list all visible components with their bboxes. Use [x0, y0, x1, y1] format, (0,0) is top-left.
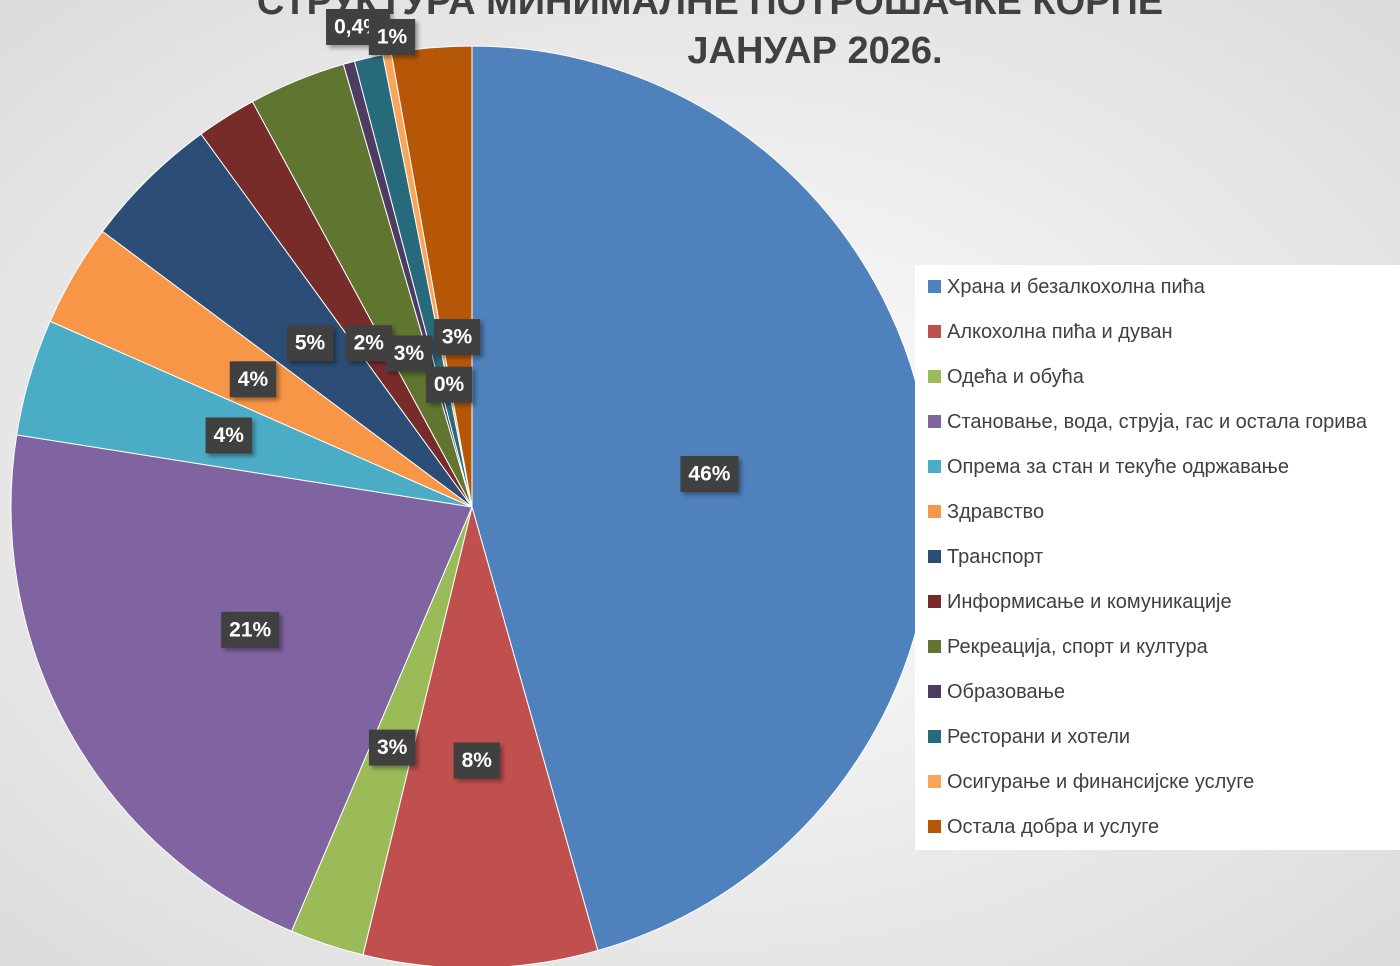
legend-label: Рекреација, спорт и култура	[947, 636, 1209, 658]
pie	[10, 45, 934, 966]
legend-swatch	[928, 685, 941, 698]
data-label: 3%	[377, 736, 408, 759]
data-label-group: 21%	[221, 611, 280, 648]
data-label-group: 3%	[368, 729, 416, 766]
legend-swatch	[928, 280, 941, 293]
data-label: 0%	[434, 373, 465, 396]
data-label-group: 46%	[680, 455, 739, 492]
data-label: 21%	[229, 618, 271, 641]
chart-title: ЈАНУАР 2026.	[687, 30, 942, 72]
data-label-box	[385, 335, 433, 372]
data-label: 8%	[462, 749, 493, 772]
legend-swatch	[928, 775, 941, 788]
data-label-box	[221, 611, 280, 648]
legend-swatch	[928, 415, 941, 428]
data-label-box	[286, 324, 334, 361]
legend-label: Осигурање и финансијске услуге	[947, 771, 1254, 793]
data-label-box	[229, 361, 277, 398]
legend-label: Образовање	[947, 681, 1065, 703]
data-label-group: 2%	[345, 325, 392, 362]
legend-swatch	[928, 505, 941, 518]
data-label-box	[345, 325, 392, 362]
legend-swatch	[928, 460, 941, 473]
data-label-box	[425, 366, 473, 403]
data-label: 5%	[295, 331, 326, 354]
legend-label: Храна и безалкохолна пића	[947, 276, 1206, 298]
legend-label: Становање, вода, струја, гас и остала го…	[947, 411, 1368, 433]
data-label-box	[680, 455, 739, 492]
data-label-group: 5%	[286, 324, 334, 361]
chart-title: СТРУКТУРА МИНИМАЛНЕ ПОТРОШАЧКЕ КОРПЕ	[257, 0, 1163, 23]
data-label: 2%	[354, 332, 385, 355]
data-label: 4%	[238, 368, 269, 391]
data-label-group: 4%	[229, 361, 277, 398]
legend-swatch	[928, 325, 941, 338]
legend-swatch	[928, 370, 941, 383]
data-label-box	[368, 729, 416, 766]
data-label-group: 3%	[385, 335, 433, 372]
data-label-group: 4%	[205, 417, 252, 454]
data-label-box	[368, 19, 416, 55]
legend-swatch	[928, 595, 941, 608]
legend-label: Информисање и комуникације	[947, 591, 1232, 613]
legend-label: Остала добра и услуге	[947, 816, 1159, 838]
legend-swatch	[928, 820, 941, 833]
legend-label: Ресторани и хотели	[947, 726, 1130, 748]
data-label-box	[433, 319, 481, 356]
data-label: 3%	[394, 342, 425, 365]
legend-label: Здравство	[947, 501, 1044, 523]
legend-label: Транспорт	[947, 546, 1043, 568]
legend-label: Одећа и обућа	[947, 366, 1085, 388]
legend-label: Алкохолна пића и дуван	[947, 321, 1173, 343]
legend-swatch	[928, 640, 941, 653]
legend-label: Опрема за стан и текуће одржавање	[947, 456, 1289, 478]
legend-swatch	[928, 730, 941, 743]
data-label-group: 8%	[453, 742, 500, 779]
data-label: 1%	[377, 26, 408, 49]
pie-slice	[10, 434, 473, 932]
data-label-box	[453, 742, 500, 779]
data-label-group: 0%	[425, 366, 473, 403]
data-label: 3%	[442, 326, 473, 349]
legend-box	[915, 265, 1400, 850]
data-label-group: 1%	[368, 19, 416, 55]
data-label-box	[205, 417, 252, 454]
legend: Храна и безалкохолна пића Алкохолна пића …	[928, 276, 1368, 838]
pie-slice	[362, 505, 599, 966]
data-label: 46%	[688, 462, 730, 485]
data-label: 4%	[214, 424, 245, 447]
data-labels: 46%8%3%21%4%4%5% 2% 3%0,4%1%0%3%	[205, 9, 739, 779]
legend-swatch	[928, 550, 941, 563]
data-label-group: 3%	[433, 319, 481, 356]
